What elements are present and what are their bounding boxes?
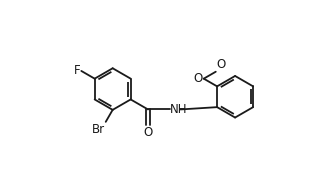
Text: O: O: [194, 72, 203, 85]
Text: NH: NH: [170, 103, 188, 116]
Text: F: F: [74, 64, 80, 77]
Text: Br: Br: [92, 123, 105, 136]
Text: O: O: [216, 58, 226, 71]
Text: O: O: [143, 126, 153, 139]
